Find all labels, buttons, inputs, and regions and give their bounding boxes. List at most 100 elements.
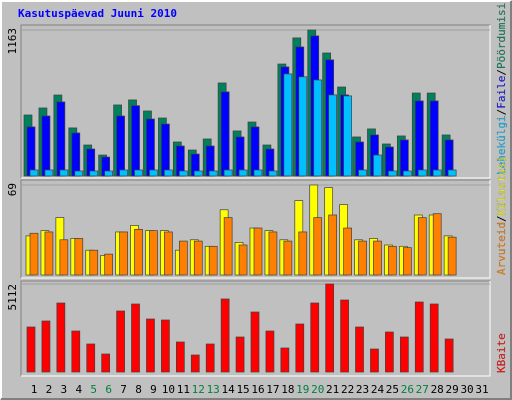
y-max-label: 69	[6, 183, 19, 196]
bar	[358, 169, 367, 177]
bar	[310, 302, 320, 373]
x-tick-label: 3	[61, 383, 68, 396]
bar	[101, 353, 111, 373]
x-tick-label: 5	[90, 383, 97, 396]
bar	[208, 170, 218, 177]
bar	[220, 298, 230, 373]
bar	[429, 100, 439, 177]
x-tick-label: 31	[475, 383, 488, 396]
x-tick-label: 9	[150, 383, 157, 396]
panel-bevel	[21, 25, 491, 179]
bar	[71, 330, 81, 373]
bar	[74, 170, 84, 177]
bar	[388, 170, 397, 177]
bar	[238, 169, 248, 177]
bar	[89, 170, 99, 177]
bar	[268, 231, 278, 276]
bar	[417, 169, 427, 177]
bar	[283, 240, 293, 276]
legend: KBaite	[495, 333, 508, 373]
legend-entry: Lehekülgi	[495, 115, 508, 175]
x-tick-label: 4	[75, 383, 82, 396]
bar	[328, 94, 338, 177]
bar	[116, 310, 125, 373]
bar	[190, 354, 200, 373]
bar	[193, 170, 203, 177]
bar	[358, 240, 367, 276]
bar	[119, 231, 128, 276]
bar	[223, 217, 233, 276]
bar	[295, 323, 305, 373]
bar	[280, 347, 290, 373]
bar	[193, 240, 203, 276]
bar	[343, 227, 352, 276]
bar	[56, 302, 66, 373]
bar	[399, 336, 409, 373]
bar	[26, 326, 36, 373]
bar	[268, 170, 278, 177]
bar	[432, 169, 442, 177]
bar	[340, 299, 349, 373]
y-max-label: 5112	[6, 284, 19, 311]
x-tick-label: 11	[177, 383, 190, 396]
bar	[146, 318, 155, 373]
bar	[41, 115, 51, 177]
x-tick-label: 29	[446, 383, 459, 396]
bar	[71, 132, 81, 177]
legend: Lehekülgi/Faile/Pöördumisi	[495, 3, 508, 175]
bar	[238, 244, 248, 276]
x-tick-label: 20	[311, 383, 324, 396]
bar	[414, 301, 424, 373]
bar	[265, 330, 275, 373]
bar	[119, 169, 128, 177]
bar	[298, 231, 308, 276]
legend-entry: Faile	[495, 76, 508, 109]
bar	[161, 123, 170, 177]
bar	[253, 169, 263, 177]
x-tick-label: 8	[135, 383, 142, 396]
bar	[41, 320, 51, 373]
bar	[414, 100, 424, 177]
x-tick-label: 25	[386, 383, 399, 396]
x-tick-label: 26	[401, 383, 414, 396]
panel-bevel	[21, 281, 491, 377]
bar	[373, 154, 382, 177]
bar	[164, 231, 173, 276]
bar	[104, 253, 114, 276]
bar	[44, 231, 54, 276]
bar	[328, 214, 338, 276]
x-tick-label: 14	[222, 383, 236, 396]
bar	[343, 95, 352, 177]
legend-entry: Külastusi	[495, 156, 508, 216]
bar	[131, 303, 140, 373]
bar	[104, 170, 114, 177]
legend-separator: /	[495, 69, 508, 76]
bar	[74, 238, 84, 276]
y-max-label: 1163	[6, 28, 19, 55]
bar	[178, 170, 188, 177]
x-tick-label: 22	[341, 383, 354, 396]
bar	[298, 76, 308, 177]
x-tick-label: 28	[431, 383, 444, 396]
bar	[149, 169, 158, 177]
bar	[223, 169, 233, 177]
bar	[178, 240, 188, 276]
x-tick-label: 30	[460, 383, 473, 396]
bar	[283, 73, 293, 177]
bar	[429, 303, 439, 373]
bar	[385, 331, 394, 373]
bar	[447, 236, 457, 276]
legend-entry: Pöördumisi	[495, 3, 508, 69]
x-tick-label: 15	[236, 383, 249, 396]
legend-entry: Arvuteid	[495, 222, 508, 275]
legend: Arvuteid/Külastusi	[495, 156, 508, 275]
bar	[355, 326, 364, 373]
bar	[444, 338, 454, 373]
bar	[116, 115, 125, 177]
x-tick-label: 10	[162, 383, 175, 396]
bar	[89, 249, 99, 276]
bar	[134, 169, 143, 177]
bar	[402, 170, 412, 177]
